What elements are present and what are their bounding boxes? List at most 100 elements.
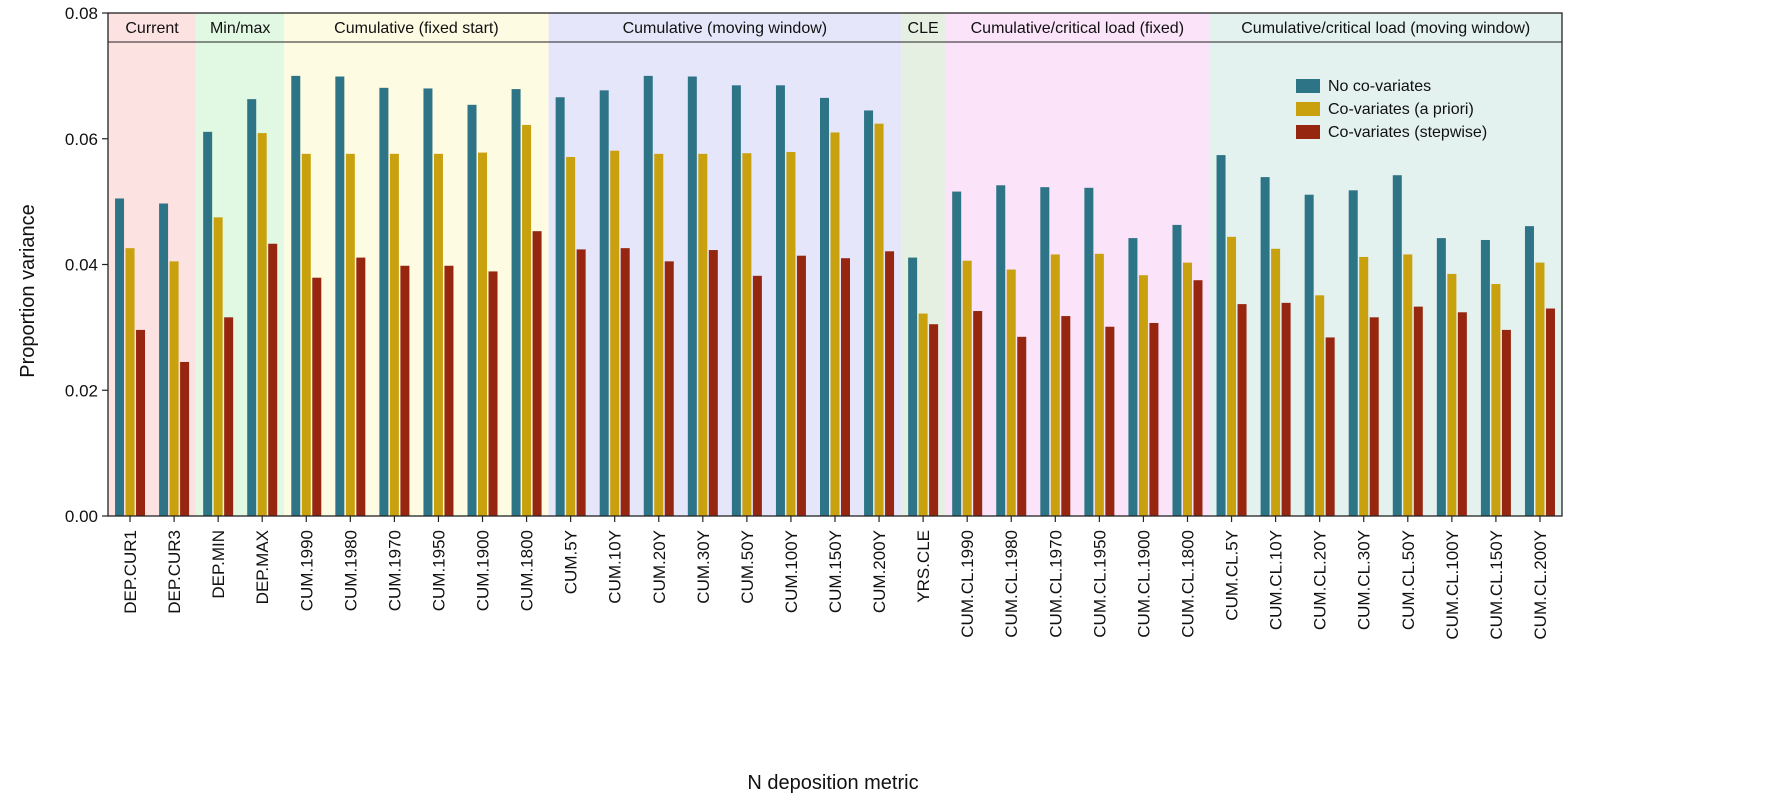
bar: [125, 248, 135, 516]
bar: [874, 123, 884, 516]
bar: [576, 249, 586, 516]
y-tick-label: 0.00: [65, 507, 98, 526]
bar: [962, 260, 972, 516]
bar: [444, 265, 454, 516]
bar: [312, 277, 322, 516]
bar: [566, 156, 576, 516]
x-tick-label: CUM.CL.20Y: [1311, 530, 1330, 630]
x-tick-label: YRS.CLE: [914, 530, 933, 603]
bar: [908, 257, 918, 516]
x-tick-label: CUM.50Y: [738, 530, 757, 604]
x-tick-label: DEP.CUR1: [121, 530, 140, 614]
bar: [213, 217, 223, 516]
bar: [1017, 336, 1027, 516]
legend-label: Co-variates (a priori): [1328, 101, 1474, 118]
x-tick-label: CUM.1800: [518, 530, 537, 611]
bar: [291, 75, 301, 516]
y-axis-title: Proportion variance: [17, 204, 39, 377]
bar: [532, 231, 542, 516]
x-tick-label: CUM.1900: [474, 530, 493, 611]
group-label: Cumulative/critical load (moving window): [1241, 20, 1530, 37]
bar: [389, 153, 399, 516]
bar: [379, 87, 389, 516]
bar: [952, 191, 962, 516]
legend: No co-variates Co-variates (a priori) Co-v…: [1296, 78, 1487, 141]
bar: [257, 133, 267, 516]
legend-swatch: [1296, 79, 1320, 93]
bar: [996, 185, 1006, 516]
y-tick-label: 0.06: [65, 130, 98, 149]
x-tick-label: CUM.CL.100Y: [1443, 530, 1462, 640]
bar: [1094, 253, 1104, 516]
x-tick-label: CUM.CL.10Y: [1267, 530, 1286, 630]
group-label: Cumulative (moving window): [623, 20, 828, 37]
x-tick-label: CUM.CL.1800: [1178, 530, 1197, 638]
bar: [115, 198, 125, 516]
bar: [1457, 312, 1467, 516]
bar: [820, 97, 829, 516]
bar: [1436, 238, 1446, 516]
group-label: CLE: [908, 20, 939, 37]
bar: [1182, 262, 1192, 516]
bar: [742, 153, 752, 516]
bar: [1348, 190, 1358, 516]
bar: [731, 85, 741, 517]
bar: [301, 153, 311, 516]
bar: [1447, 273, 1457, 516]
bar: [864, 110, 874, 517]
bar: [664, 261, 674, 516]
x-tick-label: CUM.1990: [297, 530, 316, 611]
legend-label: Co-variates (stepwise): [1328, 124, 1487, 141]
bar: [433, 153, 443, 516]
bar: [1193, 280, 1203, 516]
x-tick-label: CUM.CL.30Y: [1355, 530, 1374, 630]
bar: [708, 250, 718, 516]
bar: [775, 85, 785, 517]
axes: [102, 12, 1563, 522]
bar: [1138, 275, 1148, 516]
bar: [1172, 224, 1182, 517]
bar: [1128, 238, 1138, 516]
group-band: [945, 13, 1210, 516]
bar: [555, 97, 565, 516]
labels: Current Min/max Cumulative (fixed start) Cu…: [65, 4, 1550, 640]
bar: [169, 261, 179, 516]
x-tick-label: CUM.CL.1970: [1046, 530, 1065, 638]
bar: [654, 153, 664, 516]
x-tick-label: CUM.CL.1900: [1134, 530, 1153, 638]
x-tick-label: CUM.CL.150Y: [1487, 530, 1506, 640]
bar: [1227, 236, 1237, 516]
bar: [1260, 177, 1270, 516]
x-tick-label: CUM.CL.50Y: [1399, 530, 1418, 630]
bar: [1535, 262, 1545, 516]
bar: [1413, 306, 1423, 516]
group-label: Cumulative (fixed start): [334, 20, 499, 37]
bar: [885, 251, 895, 516]
x-tick-label: CUM.CL.1980: [1002, 530, 1021, 638]
x-tick-label: CUM.100Y: [782, 530, 801, 613]
bar: [467, 104, 477, 517]
bar: [356, 257, 366, 516]
bar: [643, 75, 653, 516]
bar: [1061, 316, 1071, 516]
bar: [247, 99, 257, 517]
bar: [830, 132, 840, 516]
x-tick-label: DEP.MAX: [253, 530, 272, 604]
x-tick-label: CUM.30Y: [694, 530, 713, 604]
bar: [345, 153, 355, 516]
bar: [511, 89, 521, 517]
bar: [423, 88, 433, 516]
bars: [115, 75, 1555, 517]
bar: [786, 151, 796, 517]
bar: [1271, 248, 1281, 516]
x-tick-label: CUM.200Y: [870, 530, 889, 613]
group-label: Cumulative/critical load (fixed): [971, 20, 1184, 37]
bar: [1369, 317, 1379, 516]
bar: [268, 243, 278, 516]
bar: [973, 311, 983, 516]
bar: [1524, 226, 1534, 517]
bar: [1545, 308, 1555, 516]
bar: [159, 203, 169, 517]
x-axis-title: N deposition metric: [747, 772, 918, 794]
bar: [1050, 254, 1060, 516]
